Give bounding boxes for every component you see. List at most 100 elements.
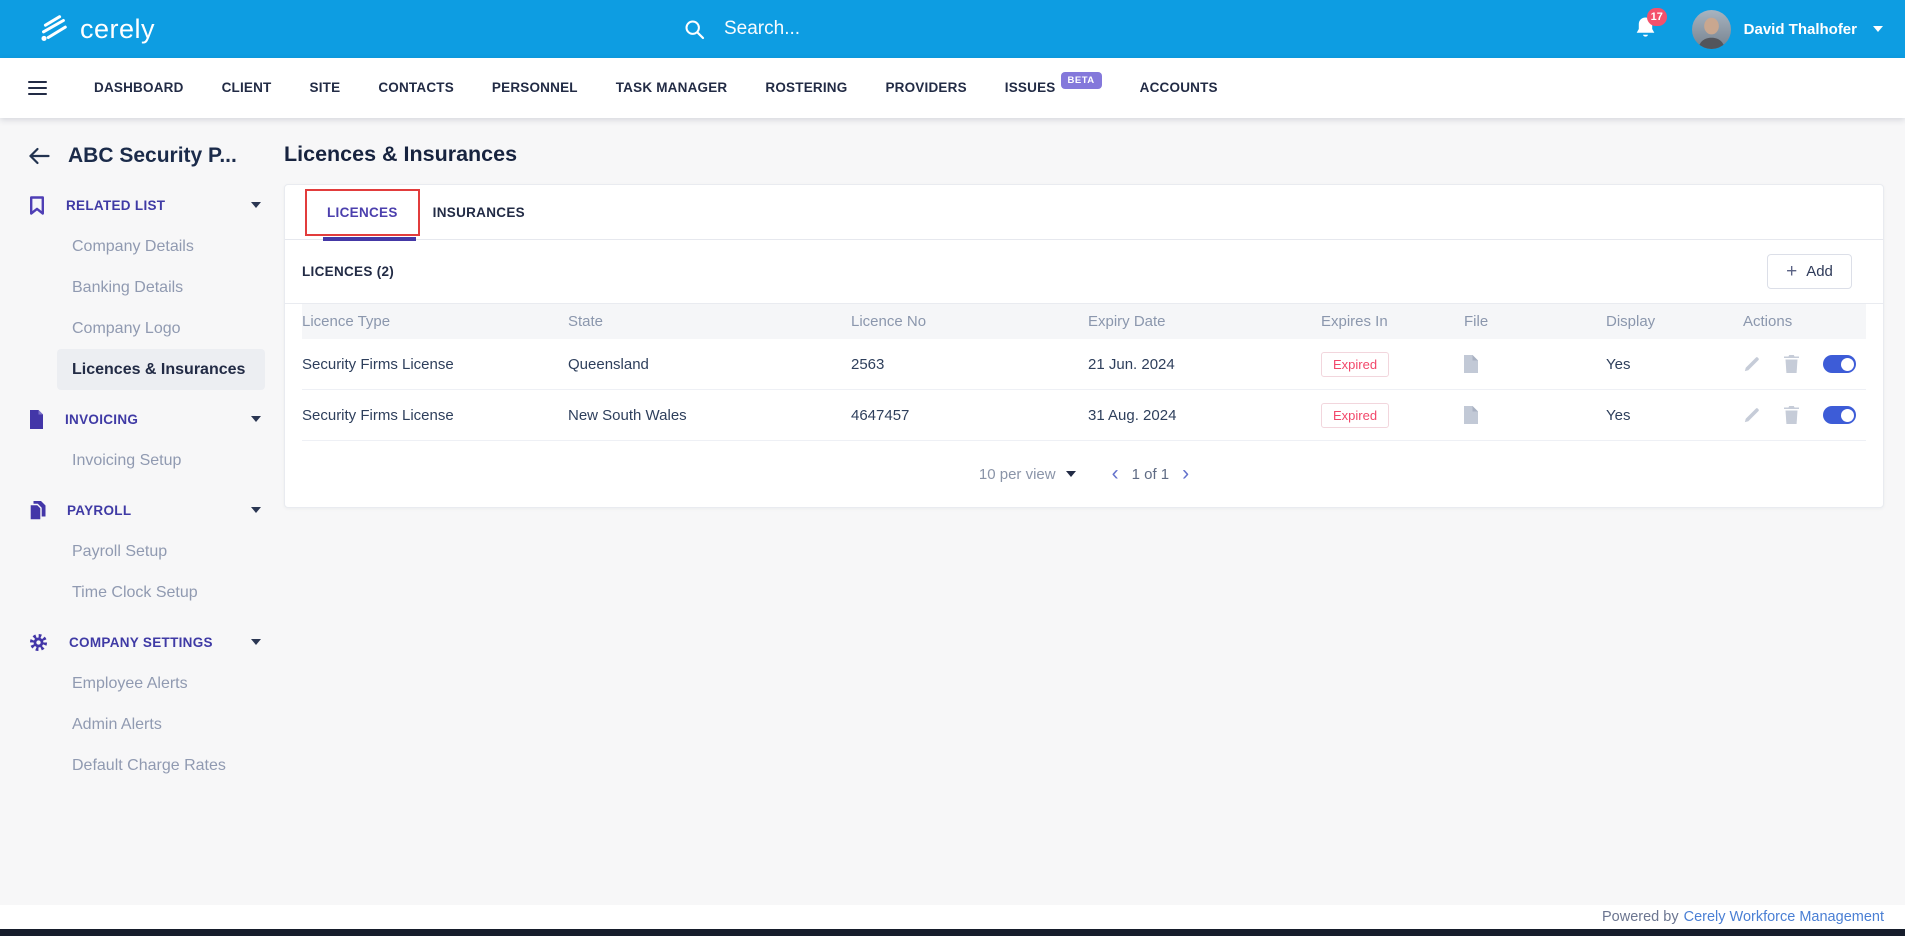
global-search[interactable] [684,0,1042,58]
cerely-link[interactable]: Cerely Workforce Management [1683,909,1884,925]
nav-task-manager[interactable]: TASK MANAGER [615,80,728,95]
search-icon [684,19,705,40]
cell-state: Queensland [568,355,649,373]
avatar[interactable] [1691,9,1731,49]
sidebar-section-header-payroll[interactable]: PAYROLL [0,489,283,531]
sidebar-item-default-charge-rates[interactable]: Default Charge Rates [72,756,226,774]
file-icon[interactable] [1464,406,1606,424]
pager: ‹ 1 of 1 › [1111,461,1190,485]
display-toggle[interactable] [1823,406,1856,424]
chevron-down-icon [251,507,261,513]
tabs-row: LICENCES INSURANCES [285,185,1883,241]
nav-rostering[interactable]: ROSTERING [765,80,848,95]
cell-display: Yes [1606,406,1631,424]
col-header-expires-in: Expires In [1321,313,1388,330]
bookmark-icon [30,195,44,215]
nav-site[interactable]: SITE [309,80,341,95]
cell-state: New South Wales [568,406,687,424]
nav-issues[interactable]: ISSUES BETA [986,58,1121,118]
prev-page-button[interactable]: ‹ [1111,461,1119,485]
licences-table: Licence Type State Licence No Expiry Dat… [302,304,1866,441]
col-header-state: State [568,313,604,330]
next-page-button[interactable]: › [1182,461,1190,485]
sidebar-item-admin-alerts[interactable]: Admin Alerts [72,715,162,733]
sidebar-section-invoicing: INVOICING Invoicing Setup [0,398,283,481]
back-button[interactable] [27,146,52,166]
sidebar-item-banking-details[interactable]: Banking Details [72,278,184,296]
pages-icon [29,500,46,520]
nav-contacts[interactable]: CONTACTS [378,80,454,95]
per-view-select[interactable]: 10 per view [979,466,1076,483]
col-header-licence-no: Licence No [851,313,927,330]
table-row: Security Firms License Queensland 2563 2… [302,339,1866,390]
notification-badge: 17 [1646,8,1667,26]
cell-licence-type: Security Firms License [302,355,454,373]
delete-button[interactable] [1784,406,1799,424]
edit-button[interactable] [1743,356,1760,373]
search-input[interactable] [722,17,1042,41]
entity-title: ABC Security P... [68,144,237,167]
nav-dashboard[interactable]: DASHBOARD [94,80,184,95]
sidebar-item-invoicing-setup[interactable]: Invoicing Setup [72,451,182,469]
sidebar-section-header-related-list[interactable]: RELATED LIST [0,184,283,226]
sidebar-section-related-list: RELATED LIST Company Details Banking Det… [0,184,283,390]
pencil-icon [1744,407,1759,422]
nav-accounts[interactable]: ACCOUNTS [1139,80,1218,95]
per-view-label: 10 per view [978,465,1056,483]
col-header-actions: Actions [1743,313,1793,330]
chevron-down-icon [1065,471,1076,477]
add-button[interactable]: + Add [1767,254,1852,289]
cell-expiry-date: 31 Aug. 2024 [1088,406,1177,424]
nav-client[interactable]: CLIENT [221,80,272,95]
table-row: Security Firms License New South Wales 4… [302,390,1866,441]
section-label: RELATED LIST [66,197,166,213]
plus-icon: + [1786,261,1798,282]
sidebar-item-payroll-setup[interactable]: Payroll Setup [72,542,168,560]
document-icon [30,409,43,429]
sidebar-section-header-company-settings[interactable]: COMPANY SETTINGS [0,621,283,663]
cell-licence-type: Security Firms License [302,406,454,424]
tab-insurances[interactable]: INSURANCES [420,205,538,220]
cell-expiry-date: 21 Jun. 2024 [1088,355,1175,373]
sidebar-item-company-details[interactable]: Company Details [72,237,194,255]
licences-insurances-card: LICENCES INSURANCES LICENCES (2) + Add L… [284,184,1884,508]
sidebar-item-company-logo[interactable]: Company Logo [72,319,181,337]
display-toggle[interactable] [1823,355,1856,373]
tab-licences[interactable]: LICENCES [305,188,420,241]
gear-icon [29,633,48,651]
col-header-licence-type: Licence Type [302,313,391,330]
table-header-row: Licence Type State Licence No Expiry Dat… [302,304,1866,339]
sidebar-item-employee-alerts[interactable]: Employee Alerts [72,674,188,692]
cell-licence-no: 4647457 [851,406,910,424]
arrow-left-icon [29,147,50,165]
page-title: Licences & Insurances [284,142,518,166]
sidebar: ABC Security P... RELATED LIST Company D… [0,118,283,905]
add-button-label: Add [1806,263,1833,280]
col-header-display: Display [1606,313,1656,330]
user-menu-caret-icon[interactable] [1873,26,1883,32]
section-label: PAYROLL [67,502,132,518]
edit-button[interactable] [1743,407,1760,424]
footer: Powered by Cerely Workforce Management [0,905,1905,929]
notifications-button[interactable]: 17 [1634,8,1667,43]
sidebar-item-licences-insurances[interactable]: Licences & Insurances [57,349,265,390]
col-header-file: File [1464,313,1489,330]
powered-by-text: Powered by [1602,909,1679,925]
page-info: 1 of 1 [1131,465,1170,483]
file-icon[interactable] [1464,355,1606,373]
expired-badge: Expired [1321,351,1390,377]
nav-personnel[interactable]: PERSONNEL [491,80,578,95]
panel-header: LICENCES (2) + Add [285,240,1883,304]
sidebar-header: ABC Security P... [27,144,283,168]
menu-toggle-button[interactable] [28,77,47,99]
brand-logo[interactable]: cerely [36,12,155,46]
delete-button[interactable] [1784,355,1799,373]
sidebar-section-header-invoicing[interactable]: INVOICING [0,398,283,440]
sidebar-item-time-clock-setup[interactable]: Time Clock Setup [72,583,198,601]
trash-icon [1784,355,1799,373]
trash-icon [1784,406,1799,424]
user-name[interactable]: David Thalhofer [1743,20,1857,38]
chevron-down-icon [251,639,261,645]
nav-providers[interactable]: PROVIDERS [885,80,967,95]
col-header-expiry-date: Expiry Date [1088,313,1166,330]
